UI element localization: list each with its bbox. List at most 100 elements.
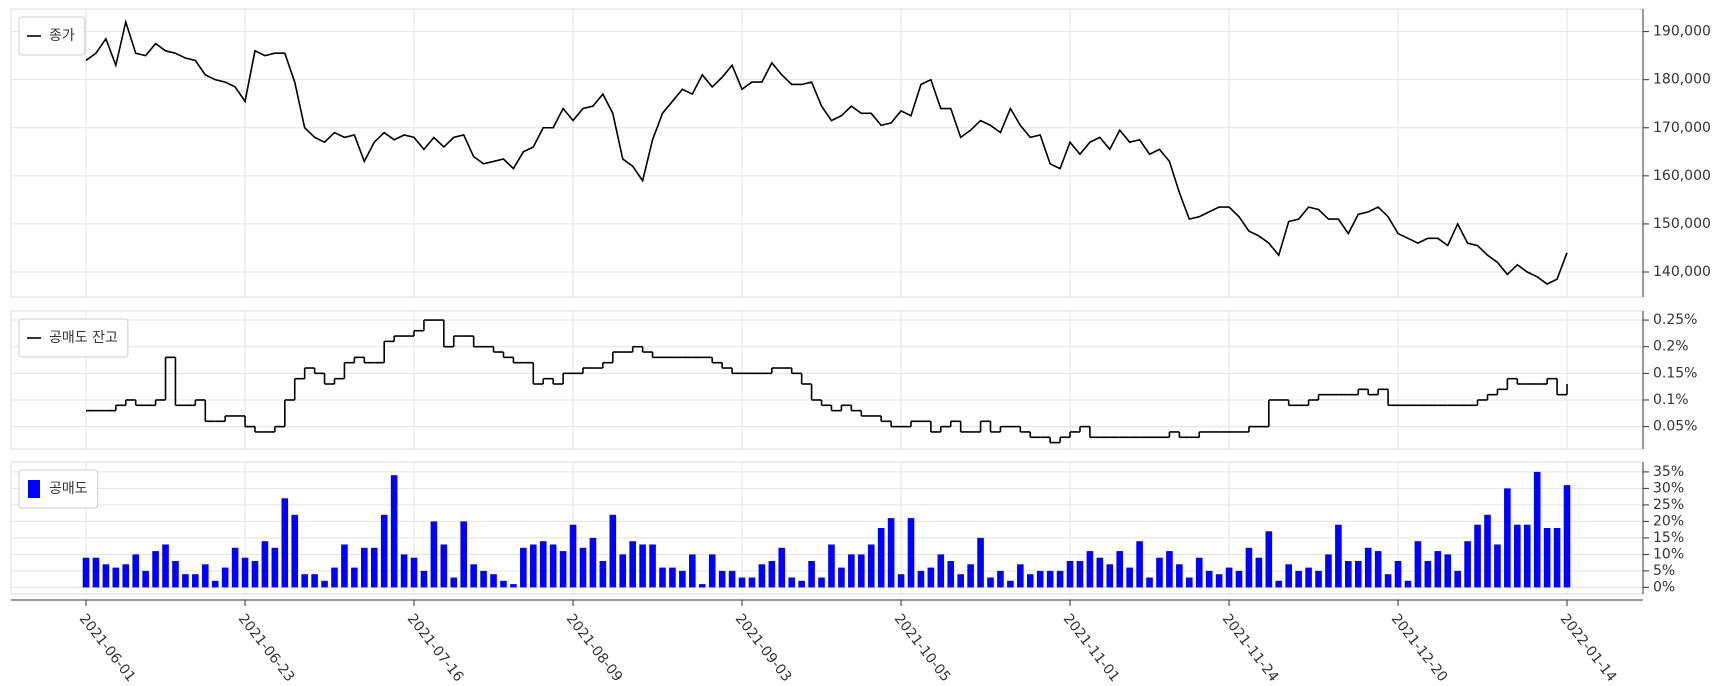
bar (1464, 541, 1471, 588)
bar (1354, 561, 1362, 588)
bar (1225, 567, 1233, 588)
bar (1424, 561, 1432, 588)
bar (390, 475, 398, 588)
bar (718, 570, 726, 588)
bar (808, 561, 815, 588)
bar (1295, 570, 1302, 588)
x-tick-label: 2021-06-01 (76, 611, 139, 685)
bar (748, 577, 756, 588)
bar (182, 574, 189, 588)
bar (828, 544, 835, 588)
bar (172, 561, 179, 588)
x-tick-label: 2021-11-01 (1060, 611, 1123, 685)
x-tick-label: 2021-08-09 (563, 611, 626, 685)
y-tick-label: 5% (1653, 563, 1675, 579)
y-tick-label: 180,000 (1653, 72, 1711, 88)
bar (867, 544, 875, 588)
bar (669, 567, 676, 588)
bar (1126, 567, 1133, 588)
bar (1325, 554, 1332, 588)
legend-box (18, 318, 129, 358)
y-tick-label: 0.15% (1653, 365, 1697, 381)
bar (689, 554, 696, 588)
bar (1026, 574, 1034, 588)
legend-box (18, 469, 99, 509)
bar (341, 544, 348, 588)
bar (1404, 580, 1412, 588)
bar (1553, 528, 1561, 588)
x-tick-label: 2021-12-20 (1388, 611, 1451, 685)
bar (987, 577, 994, 588)
bar (1374, 551, 1382, 588)
bar (539, 541, 547, 588)
bar (82, 557, 90, 588)
bar (977, 537, 984, 588)
bar (1076, 561, 1084, 588)
bar (698, 584, 706, 588)
bar (1315, 570, 1322, 588)
bar (361, 547, 368, 588)
y-tick-label: 15% (1653, 530, 1684, 546)
bar (1066, 561, 1074, 588)
bar (857, 554, 865, 588)
bar (192, 574, 199, 588)
bar (460, 521, 468, 588)
y-tick-label: 0.1% (1653, 392, 1689, 408)
bar (420, 570, 428, 588)
legend-swatch (28, 480, 40, 498)
bar (1484, 514, 1491, 588)
bar (1017, 564, 1024, 588)
bar (1384, 574, 1392, 588)
y-tick-label: 20% (1653, 513, 1684, 529)
bar (321, 580, 328, 588)
bar (768, 561, 776, 588)
bar (311, 574, 318, 588)
bar (549, 544, 557, 588)
bar (331, 567, 338, 588)
bar (569, 524, 577, 588)
bar (1235, 570, 1243, 588)
bar (1176, 564, 1183, 588)
bar (271, 547, 279, 588)
legend-label: 공매도 (49, 481, 88, 497)
bar (1036, 570, 1044, 588)
bar (877, 528, 885, 588)
bar (1434, 551, 1442, 588)
bar (410, 557, 418, 588)
x-tick-label: 2021-09-03 (732, 611, 795, 685)
bar (997, 570, 1004, 588)
bar (351, 567, 358, 588)
bar (1364, 547, 1372, 588)
bar (579, 547, 587, 588)
bar (490, 574, 497, 588)
bar (1086, 551, 1094, 588)
bar (440, 544, 448, 588)
bar (400, 554, 408, 588)
bar (1215, 574, 1223, 588)
bar (957, 574, 964, 588)
y-tick-label: 35% (1653, 464, 1684, 480)
bar (1255, 557, 1263, 588)
legend-label: 공매도 잔고 (49, 330, 118, 346)
x-tick-label: 2021-10-05 (891, 611, 954, 685)
bar (281, 498, 289, 588)
bar (1116, 551, 1124, 588)
bar (251, 561, 259, 588)
bar (1494, 544, 1501, 588)
bar (1265, 531, 1273, 588)
bar (480, 570, 487, 588)
bar (450, 577, 458, 588)
bar (529, 544, 537, 588)
bar (1454, 570, 1461, 588)
bar (639, 544, 646, 588)
y-tick-label: 140,000 (1653, 264, 1711, 280)
bar (1563, 485, 1571, 588)
bar (937, 554, 945, 588)
y-tick-label: 0.05% (1653, 419, 1697, 435)
bar (132, 554, 139, 588)
bar (261, 541, 269, 588)
legend-label: 종가 (49, 28, 75, 44)
bar (1474, 524, 1481, 588)
bar (1335, 524, 1342, 588)
